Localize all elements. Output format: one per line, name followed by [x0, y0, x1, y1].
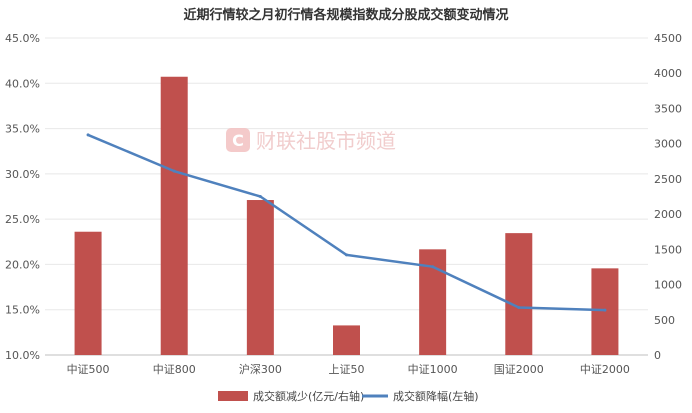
x-axis-tick-label: 国证2000 — [494, 363, 544, 376]
x-axis-tick-label: 中证1000 — [408, 363, 458, 376]
right-axis: 4500 4000 3500 3000 2500 2000 1500 1000 500 0 — [654, 32, 682, 362]
right-axis-tick-label: 1500 — [654, 243, 682, 256]
line-series — [86, 133, 607, 312]
watermark-logo-letter: C — [232, 131, 244, 150]
x-axis: 中证500 中证800 沪深300 上证50 中证1000 国证2000 中证2000 — [67, 362, 630, 376]
right-axis-tick-label: 0 — [654, 349, 661, 362]
right-axis-tick-label: 3000 — [654, 138, 682, 151]
legend-line-label: 成交额降幅(左轴) — [393, 389, 479, 403]
left-axis-tick-label: 20.0% — [5, 258, 40, 271]
legend-bar-label: 成交额减少(亿元/右轴) — [253, 389, 364, 403]
bar — [505, 233, 533, 355]
x-axis-tick-label: 中证2000 — [580, 363, 630, 376]
left-axis-tick-label: 40.0% — [5, 77, 40, 90]
watermark-text: 财联社股市频道 — [256, 129, 396, 153]
left-axis-tick-label: 15.0% — [5, 304, 40, 317]
right-axis-tick-label: 2500 — [654, 173, 682, 186]
legend: 成交额减少(亿元/右轴) 成交额降幅(左轴) — [218, 389, 479, 403]
right-axis-tick-label: 500 — [654, 314, 675, 327]
left-axis-tick-label: 35.0% — [5, 123, 40, 136]
line-point — [517, 305, 521, 309]
bar — [333, 325, 360, 355]
x-axis-tick-label: 中证500 — [67, 363, 110, 376]
left-axis-tick-label: 45.0% — [5, 32, 40, 45]
right-axis-tick-label: 2000 — [654, 208, 682, 221]
left-axis: 45.0% 40.0% 35.0% 30.0% 25.0% 20.0% 15.0% 10.0% — [5, 32, 40, 362]
right-axis-tick-label: 1000 — [654, 279, 682, 292]
grid-lines — [45, 37, 648, 356]
legend-bar-swatch — [218, 391, 248, 401]
right-axis-tick-label: 3500 — [654, 102, 682, 115]
x-axis-tick-label: 沪深300 — [239, 362, 282, 376]
left-axis-tick-label: 25.0% — [5, 213, 40, 226]
x-axis-tick-label: 上证50 — [329, 363, 365, 376]
left-axis-tick-label: 30.0% — [5, 168, 40, 181]
right-axis-tick-label: 4500 — [654, 32, 682, 45]
line-point — [172, 169, 176, 173]
watermark: C 财联社股市频道 — [226, 128, 396, 153]
x-axis-tick-label: 中证800 — [153, 363, 196, 376]
line-point — [603, 308, 607, 312]
watermark-logo-icon — [226, 128, 250, 152]
left-axis-tick-label: 10.0% — [5, 349, 40, 362]
bar — [74, 231, 102, 355]
bar-series — [74, 76, 619, 355]
line-point — [86, 133, 90, 137]
bar — [246, 200, 274, 355]
bar — [160, 76, 188, 355]
line-point — [258, 195, 262, 198]
right-axis-tick-label: 4000 — [654, 67, 682, 80]
line-point — [345, 253, 348, 257]
chart-title: 近期行情较之月初行情各规模指数成分股成交额变动情况 — [183, 7, 508, 23]
line-point — [431, 265, 435, 269]
bar — [591, 268, 619, 355]
